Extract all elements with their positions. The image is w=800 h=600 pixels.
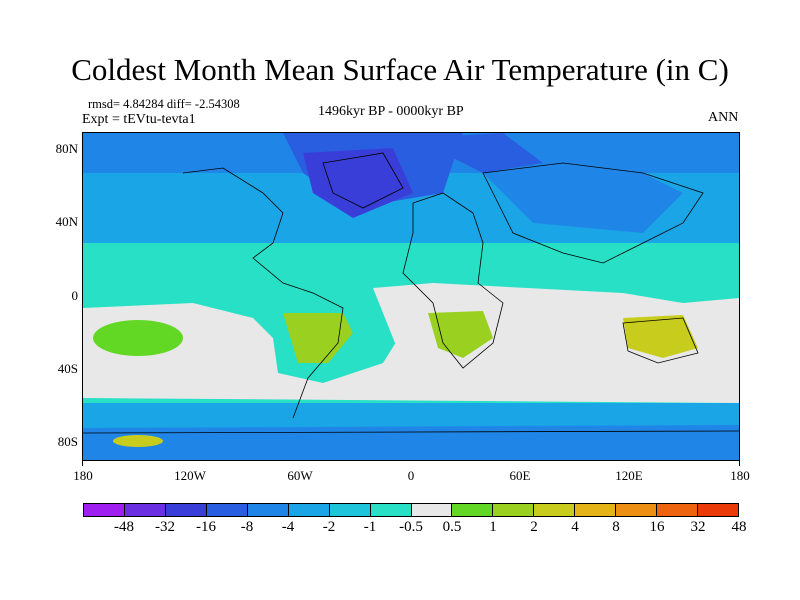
- x-tick: [739, 461, 740, 466]
- colorbar-segment-2: [165, 504, 207, 516]
- coastlines: [83, 152, 739, 434]
- colorbar-segment-7: [370, 504, 412, 516]
- colorbar-label: -8: [240, 519, 254, 535]
- lon-label-180e: 180: [730, 468, 750, 483]
- colorbar-segment-3: [206, 504, 248, 516]
- colorbar-segment-9: [452, 504, 494, 516]
- colorbar-label: 4: [571, 519, 579, 535]
- colorbar-segment-12: [575, 504, 617, 516]
- temperature-map: [82, 132, 740, 461]
- colorbar-segment-8: [411, 504, 453, 516]
- colorbar-label: -2: [322, 519, 336, 535]
- pacific-warm-patch: [93, 320, 183, 356]
- antarctic-warm-patch: [113, 435, 163, 447]
- colorbar-label: -0.5: [399, 519, 423, 535]
- lon-label-120e: 120E: [615, 468, 643, 483]
- lat-label-40s: 40S: [57, 361, 78, 376]
- lon-label-60e: 60E: [509, 468, 531, 483]
- lon-label-0: 0: [407, 468, 415, 483]
- period-label: 1496kyr BP - 0000kyr BP: [318, 104, 464, 119]
- lat-label-0: 0: [71, 288, 79, 303]
- colorbar-label: 32: [690, 519, 706, 535]
- colorbar-label: -1: [363, 519, 377, 535]
- colorbar-segment-6: [329, 504, 371, 516]
- colorbar-label: -32: [155, 519, 175, 535]
- colorbar-label: 2: [530, 519, 538, 535]
- season-label: ANN: [708, 110, 739, 125]
- colorbar-segment-10: [493, 504, 535, 516]
- colorbar-segment-4: [247, 504, 289, 516]
- colorbar-label: -48: [114, 519, 134, 535]
- lon-label-120w: 120W: [174, 468, 206, 483]
- australia-warm: [623, 315, 698, 358]
- arctic-cold: [413, 133, 543, 173]
- map-title: Coldest Month Mean Surface Air Temperatu…: [71, 52, 729, 87]
- colorbar-label: -16: [196, 519, 216, 535]
- lon-label-60w: 60W: [287, 468, 313, 483]
- colorbar-label: -4: [281, 519, 295, 535]
- colorbar-label: 8: [612, 519, 620, 535]
- colorbar-label: 16: [649, 519, 665, 535]
- antarctic-band: [83, 425, 739, 460]
- colorbar-segment-11: [534, 504, 576, 516]
- stats-label: rmsd= 4.84284 diff= -2.54308: [88, 97, 240, 111]
- colorbar-segment-13: [616, 504, 658, 516]
- colorbar-label: 48: [731, 519, 747, 535]
- greenland-cold: [303, 148, 413, 218]
- colorbar: [83, 503, 739, 517]
- lon-label-180w: 180: [73, 468, 93, 483]
- x-tick: [82, 461, 83, 466]
- south-atlantic-neutral: [373, 283, 623, 388]
- colorbar-segment-0: [84, 504, 125, 516]
- colorbar-label: 0.5: [442, 519, 462, 535]
- lat-label-80s: 80S: [57, 434, 78, 449]
- siberia-cold: [483, 163, 683, 233]
- colorbar-segment-1: [124, 504, 166, 516]
- experiment-label: Expt = tEVtu-tevta1: [82, 112, 196, 127]
- colorbar-segment-14: [657, 504, 699, 516]
- south-america-warm: [283, 313, 353, 363]
- africa-warm: [428, 311, 493, 358]
- lat-label-40n: 40N: [55, 214, 78, 229]
- lat-label-80n: 80N: [55, 141, 78, 156]
- colorbar-segment-15: [698, 504, 738, 516]
- colorbar-label: 1: [489, 519, 497, 535]
- colorbar-segment-5: [288, 504, 330, 516]
